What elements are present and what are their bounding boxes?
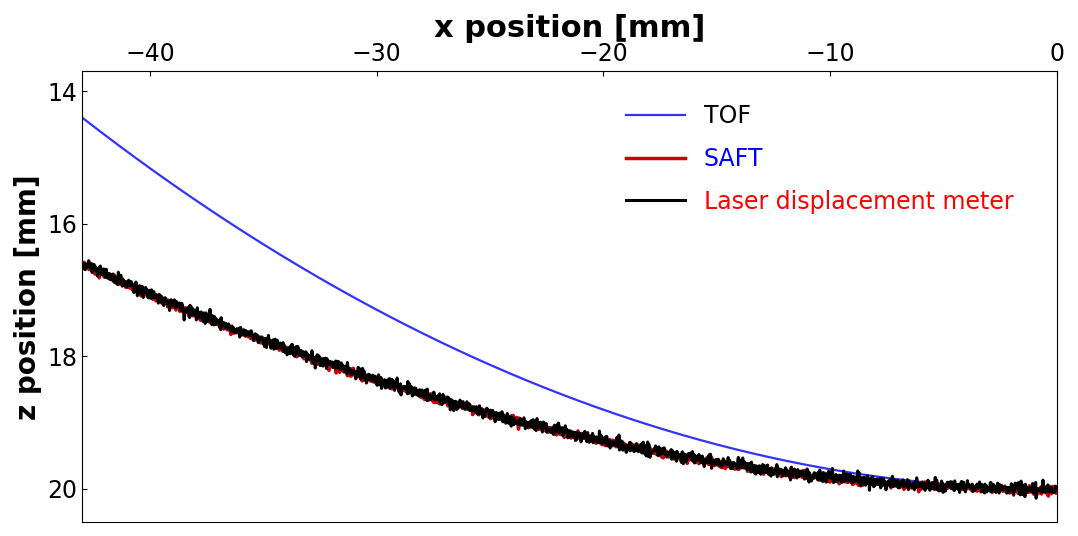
- SAFT: [550, 431, 563, 438]
- SAFT: [1022, 489, 1035, 496]
- TOF: [524, 378, 537, 385]
- Laser displacement meter: [1022, 486, 1035, 493]
- Line: SAFT: SAFT: [82, 262, 1056, 496]
- TOF: [1022, 486, 1035, 492]
- SAFT: [75, 260, 88, 267]
- TOF: [125, 152, 138, 159]
- Laser displacement meter: [82, 258, 95, 264]
- Laser displacement meter: [524, 423, 537, 430]
- TOF: [550, 389, 563, 396]
- TOF: [75, 115, 88, 121]
- Laser displacement meter: [550, 425, 563, 431]
- TOF: [1050, 486, 1063, 492]
- Laser displacement meter: [843, 475, 856, 482]
- Line: TOF: TOF: [82, 118, 1056, 489]
- Laser displacement meter: [1022, 485, 1035, 491]
- SAFT: [524, 420, 537, 427]
- Legend: TOF, SAFT, Laser displacement meter: TOF, SAFT, Laser displacement meter: [614, 92, 1025, 226]
- TOF: [1021, 486, 1034, 492]
- SAFT: [843, 478, 856, 484]
- X-axis label: x position [mm]: x position [mm]: [433, 14, 705, 43]
- Y-axis label: z position [mm]: z position [mm]: [14, 174, 42, 420]
- TOF: [843, 469, 856, 475]
- SAFT: [1041, 493, 1054, 500]
- Line: Laser displacement meter: Laser displacement meter: [82, 261, 1056, 498]
- SAFT: [1050, 488, 1063, 494]
- Laser displacement meter: [126, 281, 139, 287]
- Laser displacement meter: [1029, 495, 1042, 502]
- SAFT: [78, 259, 91, 265]
- SAFT: [1022, 486, 1035, 492]
- SAFT: [126, 287, 139, 293]
- Laser displacement meter: [75, 262, 88, 268]
- Laser displacement meter: [1050, 483, 1063, 490]
